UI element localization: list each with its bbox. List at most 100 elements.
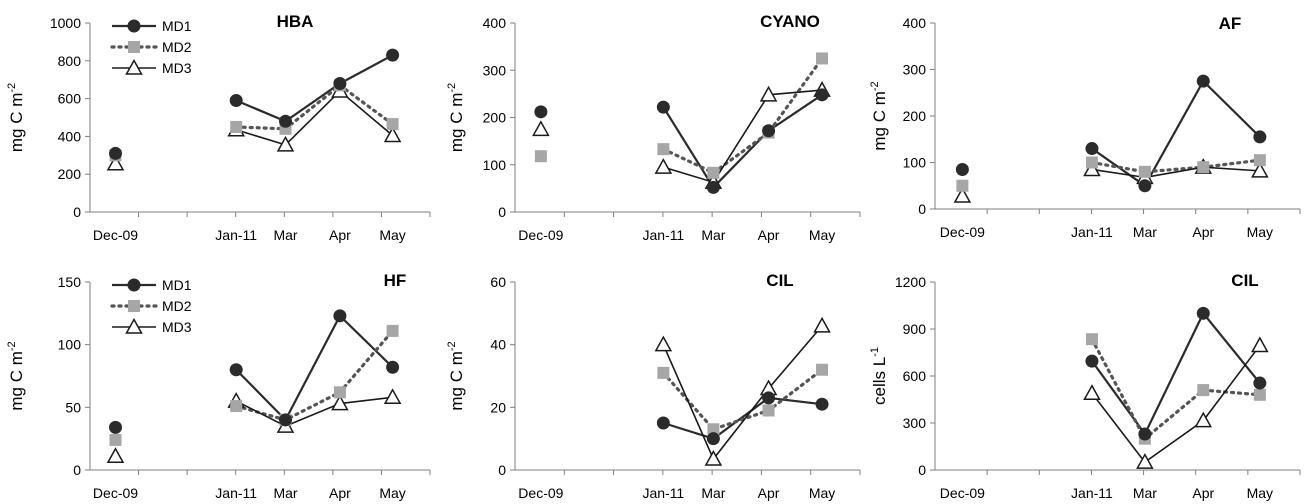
y-tick-label: 300 — [483, 62, 507, 78]
y-axis-label: mg C m-2 — [446, 83, 466, 152]
legend-label-md2: MD2 — [162, 39, 192, 55]
x-tick-label: Dec-09 — [93, 227, 138, 243]
x-tick-label: May — [1247, 485, 1273, 501]
data-point-md1 — [762, 124, 776, 138]
data-point-md1 — [279, 114, 292, 128]
data-point-md3 — [1083, 160, 1101, 177]
data-point-md2 — [230, 400, 243, 413]
data-point-md3 — [654, 335, 673, 352]
data-point-md2 — [816, 52, 829, 65]
x-tick-label: May — [379, 227, 405, 243]
chart-title: CYANO — [760, 12, 820, 31]
data-point-md3 — [813, 316, 831, 333]
legend-marker-md2 — [128, 41, 140, 53]
series-line-md3 — [235, 89, 394, 146]
data-point-md2 — [657, 366, 670, 379]
legend-label-md2: MD2 — [162, 298, 192, 314]
data-point-md2 — [1085, 156, 1098, 169]
chart-title: HBA — [277, 12, 314, 31]
data-point-md1 — [1196, 306, 1210, 320]
legend-label-md1: MD1 — [162, 277, 192, 293]
data-point-md1 — [229, 93, 243, 107]
legend-marker-md3 — [125, 58, 143, 75]
x-tick-label: Dec-09 — [940, 485, 985, 501]
chart-title: CIL — [766, 271, 793, 290]
y-tick-label: 200 — [903, 108, 927, 124]
data-point-md2 — [707, 166, 720, 179]
y-tick-label: 1200 — [895, 274, 926, 290]
data-point-md1 — [815, 397, 829, 411]
data-point-md2 — [956, 179, 969, 192]
x-tick-label: Jan-11 — [1071, 485, 1113, 501]
data-point-md1 — [656, 416, 670, 430]
data-point-md3 — [383, 126, 402, 143]
data-point-md2 — [1197, 161, 1210, 174]
y-tick-label: 800 — [58, 53, 82, 69]
y-tick-label: 200 — [483, 110, 507, 126]
x-tick-label: Apr — [1192, 224, 1214, 240]
x-tick-label: Apr — [758, 485, 780, 501]
data-point-md2 — [386, 324, 399, 337]
x-tick-label: Mar — [1133, 485, 1157, 501]
data-point-md1 — [815, 88, 829, 102]
series-line-md2 — [234, 329, 395, 422]
data-point-md3 — [331, 394, 349, 411]
x-tick-label: May — [379, 485, 405, 501]
y-tick-label: 0 — [73, 204, 81, 220]
y-tick-label: 150 — [58, 274, 82, 290]
y-tick-label: 300 — [903, 415, 927, 431]
data-point-md3 — [106, 447, 125, 463]
series-line-md1 — [235, 54, 394, 123]
y-tick-label: 100 — [483, 157, 507, 173]
data-point-md1 — [1085, 142, 1099, 156]
series-line-md1 — [235, 314, 394, 422]
series-line-md3 — [1091, 344, 1261, 464]
data-point-md3 — [1251, 336, 1269, 353]
data-point-md1 — [386, 48, 400, 62]
x-tick-label: Dec-09 — [518, 485, 563, 501]
chart-title: CIL — [1231, 271, 1258, 290]
x-tick-label: May — [1247, 224, 1273, 240]
x-tick-label: Dec-09 — [940, 224, 985, 240]
data-point-md1 — [109, 146, 122, 160]
series-line-md3 — [663, 89, 823, 184]
legend-marker-md1 — [127, 19, 141, 33]
x-tick-label: Mar — [701, 485, 725, 501]
data-point-md2 — [816, 363, 829, 376]
chart-panel-cil-abundance: 0 300 600 900 1200 Dec-09 Jan-11 Mar Apr May cells… — [869, 271, 1301, 501]
data-point-md3 — [383, 388, 402, 405]
series-line-md3 — [235, 396, 393, 428]
legend-marker-md3 — [125, 317, 143, 334]
data-point-md2 — [1138, 165, 1151, 178]
data-point-md3 — [654, 158, 673, 174]
series-line-md2 — [661, 56, 824, 175]
data-point-md2 — [386, 118, 399, 131]
data-point-md2 — [657, 143, 670, 156]
data-point-md1 — [386, 360, 400, 374]
x-tick-label: May — [809, 227, 835, 243]
legend-marker-md1 — [127, 278, 141, 292]
series-line-md3 — [662, 325, 823, 461]
chart-panel-hf: 0 50 100 150 Dec-09 Jan-11 Mar Apr May mg C m-2 HF… — [6, 271, 431, 501]
y-tick-label: 300 — [903, 62, 927, 78]
data-point-md2 — [1253, 154, 1266, 167]
data-point-md1 — [762, 391, 776, 405]
y-tick-label: 900 — [903, 321, 927, 337]
series-line-md1 — [662, 93, 823, 190]
y-tick-label: 400 — [58, 128, 82, 144]
y-tick-label: 0 — [73, 462, 81, 478]
data-point-md1 — [706, 432, 720, 446]
x-tick-label: Apr — [1192, 485, 1214, 501]
y-axis-label: mg C m-2 — [869, 81, 889, 150]
data-point-md1 — [333, 309, 347, 323]
x-tick-label: Jan-11 — [215, 485, 257, 501]
x-tick-label: May — [809, 485, 835, 501]
y-tick-label: 200 — [58, 166, 82, 182]
legend-marker-md2 — [128, 300, 140, 312]
y-axis-label: mg C m-2 — [6, 83, 26, 152]
data-point-md1 — [955, 162, 969, 176]
y-tick-label: 100 — [903, 155, 927, 171]
y-axis-label: mg C m-2 — [446, 341, 466, 410]
x-tick-label: Mar — [701, 227, 725, 243]
x-tick-label: Apr — [329, 485, 351, 501]
